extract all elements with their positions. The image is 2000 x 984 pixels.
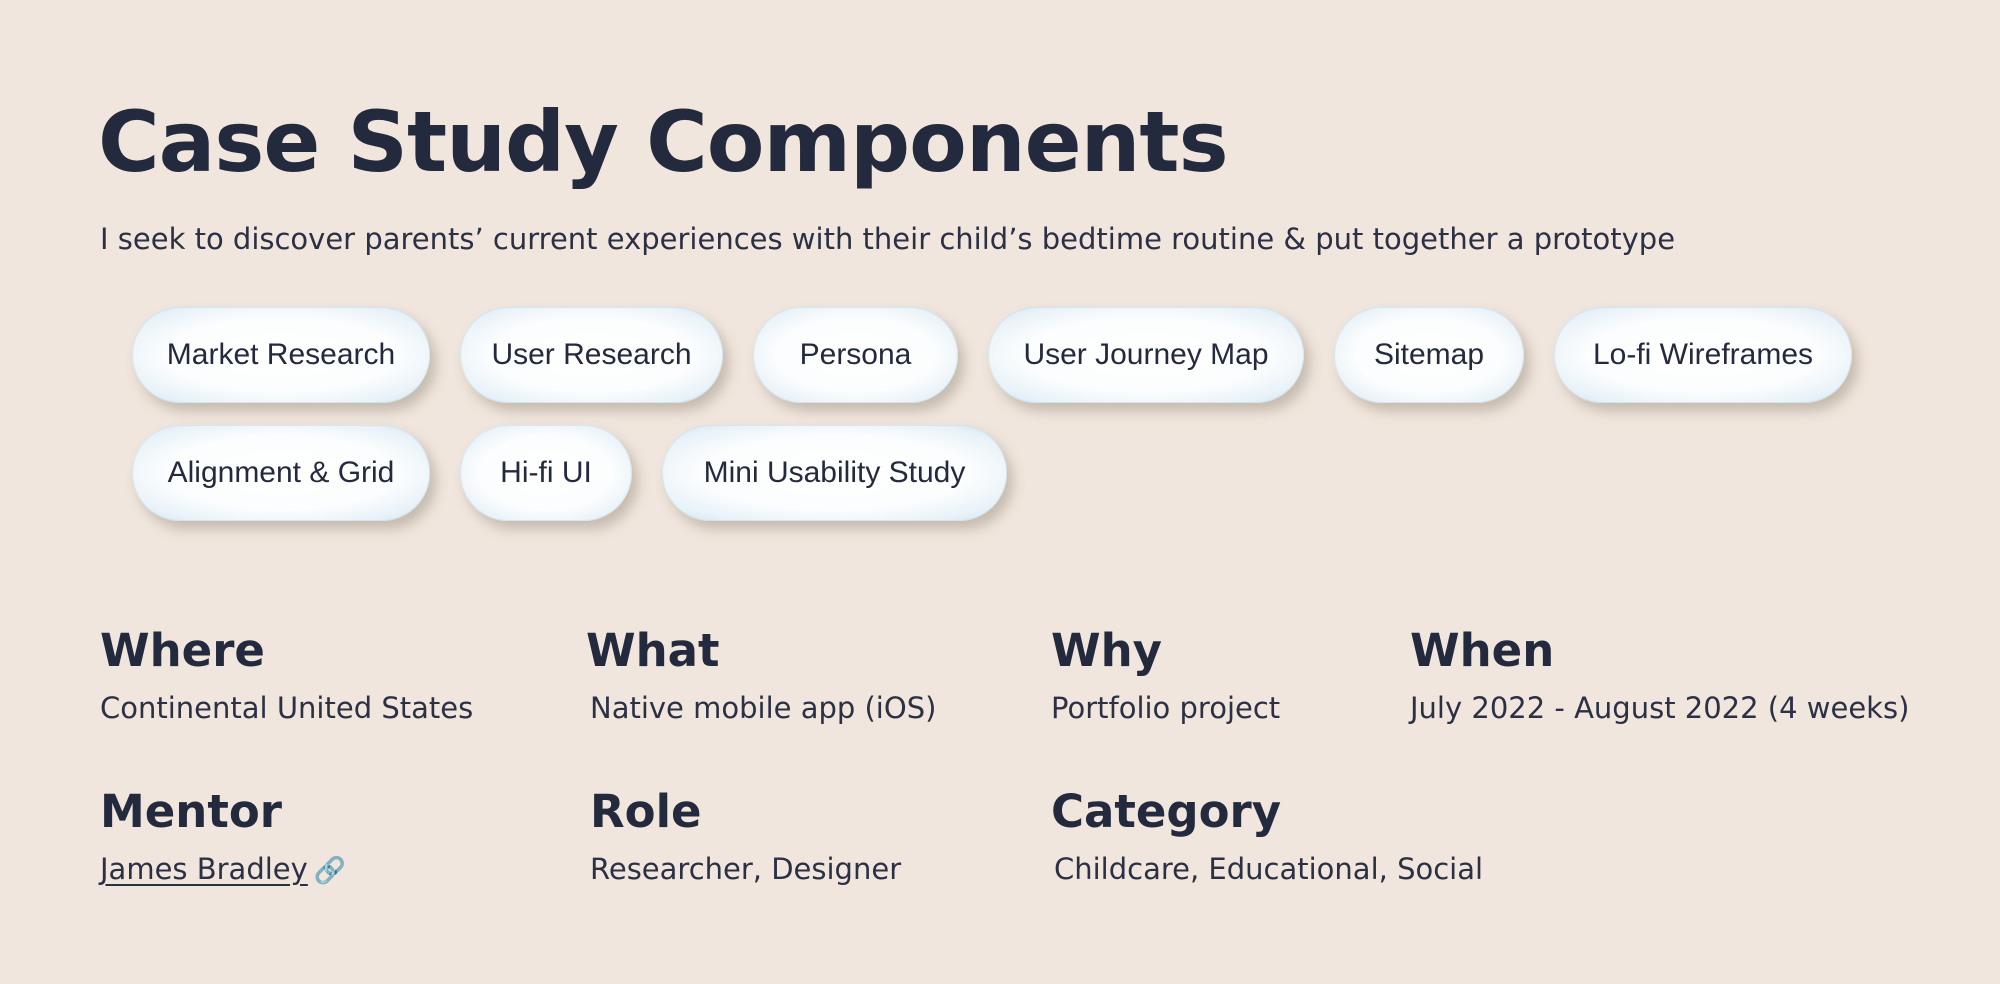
detail-category-value: Childcare, Educational, Social [1054,852,1484,886]
tag-sitemap[interactable]: Sitemap [1334,307,1524,403]
detail-where-label: Where [100,624,265,677]
tag-user-journey-map[interactable]: User Journey Map [988,307,1304,403]
tag-market-research[interactable]: Market Research [132,307,430,403]
detail-where: Where Continental United States [100,628,473,726]
detail-what: What Native mobile app (iOS) [586,628,936,726]
detail-when-label: When [1410,624,1555,677]
tag-row-2: Alignment & Grid Hi-fi UI Mini Usability… [132,425,1912,521]
detail-why-label: Why [1051,624,1163,677]
tag-hifi-ui[interactable]: Hi-fi UI [460,425,632,521]
detail-when: When July 2022 - August 2022 (4 weeks) [1410,628,1909,726]
tag-alignment-grid[interactable]: Alignment & Grid [132,425,430,521]
detail-what-label: What [586,624,720,677]
detail-why: Why Portfolio project [1051,628,1280,726]
page-subtitle: I seek to discover parents’ current expe… [100,222,1676,256]
detail-mentor-label: Mentor [100,785,282,838]
component-tags: Market Research User Research Persona Us… [132,307,1912,543]
detail-what-value: Native mobile app (iOS) [590,691,937,725]
link-icon[interactable]: 🔗 [313,856,347,886]
detail-mentor: Mentor James Bradley 🔗 [100,789,346,887]
detail-role-label: Role [590,785,702,838]
tag-mini-usability-study[interactable]: Mini Usability Study [662,425,1007,521]
mentor-link[interactable]: James Bradley 🔗 [100,852,346,887]
detail-role: Role Researcher, Designer [590,789,901,887]
detail-when-value: July 2022 - August 2022 (4 weeks) [1410,691,1910,725]
detail-role-value: Researcher, Designer [590,852,902,886]
tag-row-1: Market Research User Research Persona Us… [132,307,1912,403]
detail-category-label: Category [1051,785,1282,838]
tag-persona[interactable]: Persona [753,307,958,403]
tag-user-research[interactable]: User Research [460,307,723,403]
detail-where-value: Continental United States [100,691,474,725]
detail-category: Category Childcare, Educational, Social [1051,789,1483,887]
mentor-name[interactable]: James Bradley [100,852,308,886]
tag-lofi-wireframes[interactable]: Lo-fi Wireframes [1554,307,1852,403]
detail-why-value: Portfolio project [1051,691,1281,725]
page-title: Case Study Components [98,93,1229,191]
